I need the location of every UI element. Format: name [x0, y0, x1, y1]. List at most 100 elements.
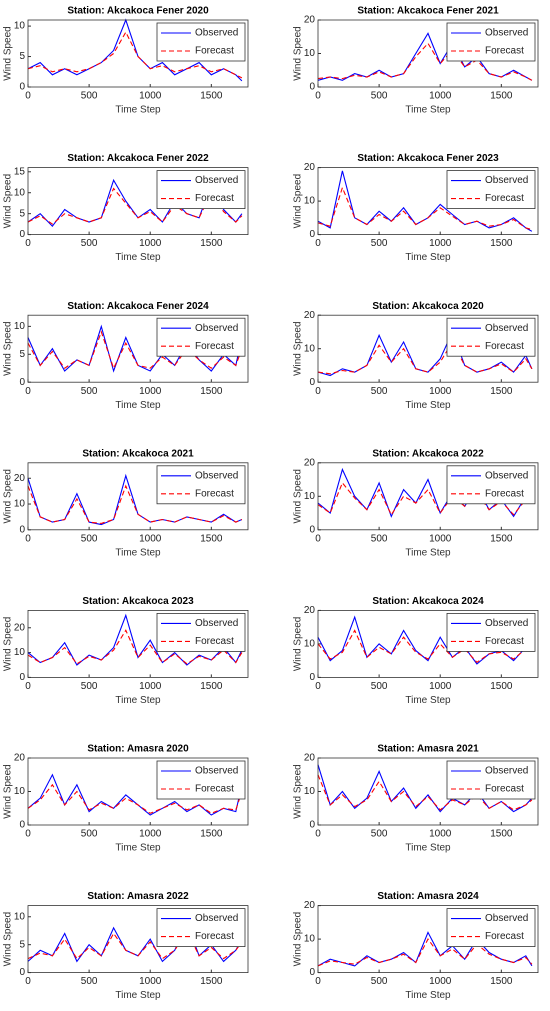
legend-label: Observed — [195, 28, 238, 39]
x-tick-label: 1500 — [200, 976, 223, 987]
chart-title: Station: Akcakoca 2020 — [372, 301, 484, 312]
y-tick-label: 10 — [14, 786, 26, 797]
series-line — [27, 629, 243, 665]
x-tick-label: 0 — [315, 238, 321, 249]
y-tick-label: 10 — [14, 499, 26, 510]
series-line — [27, 929, 243, 960]
legend-box — [156, 22, 246, 62]
chart-title: Station: Akcakoca Fener 2024 — [67, 301, 209, 312]
x-tick-label: 500 — [81, 976, 98, 987]
x-tick-label: 0 — [315, 533, 321, 544]
y-tick-label: 10 — [304, 196, 316, 207]
x-axis-label: Time Step — [405, 695, 451, 706]
y-axis-label: Wind Speed — [293, 617, 304, 671]
legend-box — [446, 908, 536, 947]
y-tick-label: 0 — [19, 82, 25, 93]
x-axis-label: Time Step — [115, 695, 161, 706]
legend-label: Observed — [485, 175, 528, 186]
y-tick-label: 20 — [304, 457, 316, 468]
series-line — [317, 629, 533, 664]
x-tick-label: 1000 — [139, 829, 162, 840]
axes-frame — [27, 905, 249, 973]
x-tick-label: 1000 — [429, 976, 452, 987]
x-tick-label: 500 — [371, 976, 388, 987]
series-line — [317, 186, 533, 231]
x-tick-label: 1000 — [139, 238, 162, 249]
y-tick-label: 0 — [309, 672, 315, 683]
chart-title: Station: Akcakoca 2023 — [82, 596, 194, 607]
x-tick-label: 500 — [81, 533, 98, 544]
x-tick-label: 0 — [25, 829, 31, 840]
chart-title: Station: Amasra 2020 — [87, 744, 189, 755]
series-line — [317, 330, 533, 377]
y-tick-label: 10 — [14, 647, 26, 658]
legend-label: Observed — [485, 28, 528, 39]
y-tick-label: 10 — [14, 321, 26, 332]
y-tick-label: 10 — [304, 934, 316, 945]
x-tick-label: 1500 — [490, 829, 513, 840]
x-axis-label: Time Step — [115, 400, 161, 411]
x-tick-label: 1000 — [139, 386, 162, 397]
y-tick-label: 20 — [304, 310, 316, 321]
y-tick-label: 0 — [19, 820, 25, 831]
legend-label: Observed — [195, 766, 238, 777]
x-tick-label: 1500 — [490, 976, 513, 987]
y-tick-label: 20 — [304, 753, 316, 764]
y-tick-label: 20 — [304, 605, 316, 616]
x-axis-label: Time Step — [405, 105, 451, 116]
legend-box — [156, 760, 246, 800]
axes-frame — [317, 167, 539, 236]
legend-label: Forecast — [195, 193, 234, 204]
y-tick-label: 10 — [304, 491, 316, 502]
legend-label: Observed — [195, 618, 238, 629]
x-tick-label: 1000 — [139, 681, 162, 692]
y-tick-label: 0 — [19, 524, 25, 535]
legend-label: Forecast — [485, 636, 524, 647]
legend-label: Observed — [485, 470, 528, 481]
x-axis-label: Time Step — [405, 547, 451, 558]
x-tick-label: 500 — [371, 238, 388, 249]
x-axis-label: Time Step — [405, 843, 451, 854]
x-axis-label: Time Step — [115, 990, 161, 1001]
y-tick-label: 10 — [304, 48, 316, 59]
y-tick-label: 20 — [304, 162, 316, 173]
legend-label: Observed — [195, 175, 238, 186]
y-tick-label: 0 — [309, 967, 315, 978]
x-axis-label: Time Step — [405, 990, 451, 1001]
legend-label: Forecast — [195, 636, 234, 647]
x-tick-label: 1500 — [490, 238, 513, 249]
y-tick-label: 10 — [14, 911, 26, 922]
legend-label: Forecast — [195, 46, 234, 57]
legend-box — [446, 170, 536, 210]
y-axis-label: Wind Speed — [293, 912, 304, 966]
axes-frame — [27, 167, 249, 236]
series-line — [27, 783, 243, 814]
x-tick-label: 1500 — [200, 238, 223, 249]
series-line — [317, 42, 533, 81]
legend-box — [446, 22, 536, 62]
legend-label: Observed — [195, 323, 238, 334]
x-axis-label: Time Step — [115, 105, 161, 116]
y-tick-label: 20 — [304, 900, 316, 911]
x-tick-label: 0 — [315, 829, 321, 840]
x-axis-label: Time Step — [405, 400, 451, 411]
x-axis-label: Time Step — [405, 252, 451, 263]
x-tick-label: 500 — [81, 238, 98, 249]
chart-title: Station: Akcakoca 2022 — [372, 448, 484, 459]
axes-frame — [317, 757, 539, 826]
y-tick-label: 0 — [19, 967, 25, 978]
legend-label: Forecast — [485, 341, 524, 352]
x-tick-label: 0 — [315, 681, 321, 692]
x-tick-label: 0 — [315, 976, 321, 987]
x-tick-label: 1500 — [200, 91, 223, 102]
x-tick-label: 1500 — [200, 829, 223, 840]
x-tick-label: 1000 — [139, 976, 162, 987]
axes-frame — [27, 610, 249, 678]
legend-box — [156, 613, 246, 652]
chart-title: Station: Amasra 2021 — [377, 744, 479, 755]
y-axis-label: Wind Speed — [3, 321, 14, 375]
legend-box — [446, 317, 536, 357]
x-tick-label: 1500 — [200, 533, 223, 544]
x-axis-label: Time Step — [115, 252, 161, 263]
legend-box — [156, 908, 246, 947]
